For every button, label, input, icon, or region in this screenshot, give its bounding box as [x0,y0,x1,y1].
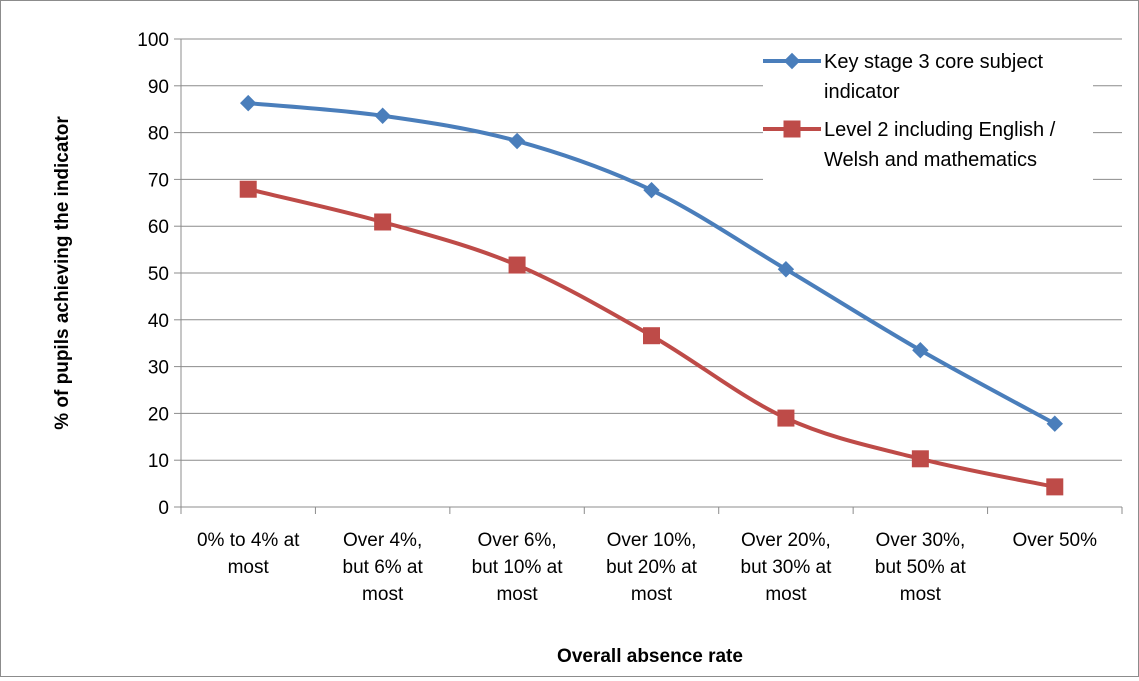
data-point-series-1 [912,342,929,359]
x-tick-label: Over 20%, but 30% at most [741,530,833,605]
data-point-series-1 [777,261,795,278]
legend-label-1: Key stage 3 core subject indicator [824,51,1043,103]
legend-marker-2 [783,120,801,138]
x-tick-label: Over 6%, but 10% at most [472,530,564,605]
legend-label-2: Level 2 including English / Welsh and mat… [824,119,1056,171]
y-tick-label: 70 [148,170,169,191]
y-tick-labels: 0 10 20 30 40 50 60 70 80 90 100 [137,30,169,519]
data-point-series-1 [374,107,391,124]
x-tick-label: Over 4%, but 6% at most [343,530,424,605]
legend-box [763,43,1093,193]
y-tick-label: 60 [148,217,169,238]
x-tick-label: Over 10%, but 20% at most [606,530,698,605]
y-tick-label: 80 [148,124,169,145]
x-axis-title: Overall absence rate [557,646,743,667]
x-tick-label: Over 50% [1013,530,1098,551]
y-tick-label: 40 [148,311,169,332]
data-point-series-1 [508,132,526,150]
data-point-series-1 [1046,415,1063,432]
x-tick-labels: 0% to 4% at most Over 4%, but 6% at most Over… [197,530,1097,605]
y-tick-label: 0 [158,498,169,519]
legend: Key stage 3 core subject indicator Level 2… [763,43,1093,193]
x-tick-label: 0% to 4% at most [197,530,300,578]
data-point-series-1 [643,181,660,199]
data-point-series-2 [643,327,660,345]
y-tick-label: 10 [148,451,169,472]
data-point-series-2 [508,256,526,274]
y-tick-label: 100 [137,30,169,51]
gridlines [181,38,1122,461]
data-point-series-2 [239,180,257,198]
y-tick-label: 90 [148,77,169,98]
y-tick-label: 30 [148,358,169,379]
series-markers [239,94,1064,496]
y-tick-label: 50 [148,264,169,285]
x-tick-label: Over 30%, but 50% at most [875,530,967,605]
y-axis-title: % of pupils achieving the indicator [52,116,73,430]
axes [174,38,1123,514]
legend-marker-1 [783,52,801,70]
y-tick-label: 20 [148,404,169,425]
data-point-series-2 [777,409,795,427]
data-point-series-1 [240,94,257,112]
data-point-series-2 [1046,478,1064,496]
data-point-series-2 [374,213,392,231]
data-point-series-2 [911,450,929,468]
